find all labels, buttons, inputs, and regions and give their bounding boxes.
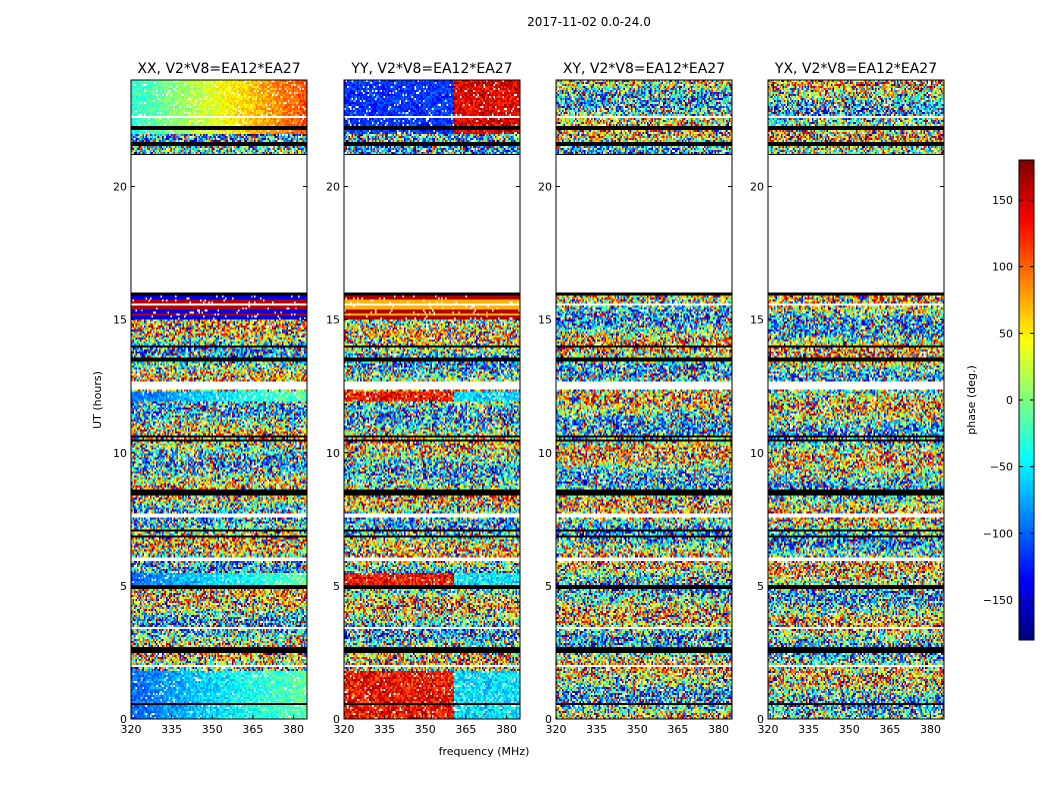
- y-tick-label: 20: [538, 181, 552, 194]
- colorbar-gradient: [1019, 160, 1034, 640]
- y-tick-label: 15: [538, 314, 552, 327]
- x-tick-label: 365: [455, 723, 476, 736]
- panel-xx: XX, V2*V8=EA12*EA27 320 335 350 365 380 0 5 10 15…: [113, 61, 308, 736]
- y-tick-label: 10: [113, 447, 127, 460]
- flagged-gap-yx: [768, 154, 944, 293]
- y-tick-label: 15: [326, 314, 340, 327]
- panels-group: XX, V2*V8=EA12*EA27 320 335 350 365 380 0 5 10 15…: [113, 61, 945, 736]
- colorbar-label: phase (deg.): [965, 365, 978, 435]
- x-tick-label: 350: [627, 723, 648, 736]
- x-tick-label: 365: [242, 723, 263, 736]
- x-tick-label: 335: [161, 723, 182, 736]
- x-tick-label: 365: [667, 723, 688, 736]
- flagged-gap-xy: [556, 154, 732, 293]
- panel-title-xy: XY, V2*V8=EA12*EA27: [563, 61, 725, 77]
- x-tick-label: 350: [415, 723, 436, 736]
- x-tick-label: 320: [121, 723, 142, 736]
- x-tick-label: 350: [839, 723, 860, 736]
- y-tick-label: 0: [120, 713, 127, 726]
- colorbar-tick-label: 0: [1006, 394, 1013, 407]
- y-tick-label: 20: [750, 181, 764, 194]
- x-tick-label: 335: [798, 723, 819, 736]
- plot-frame-xy: [555, 79, 733, 720]
- flagged-gap-xx: [131, 154, 307, 293]
- x-tick-label: 320: [758, 723, 779, 736]
- y-tick-label: 5: [333, 580, 340, 593]
- colorbar-tick-label: −150: [983, 594, 1013, 607]
- colorbar-tick-label: 100: [992, 261, 1013, 274]
- colorbar: 150 100 50 0 −50 −100 −150: [983, 159, 1035, 641]
- y-tick-label: 10: [538, 447, 552, 460]
- y-tick-label: 10: [326, 447, 340, 460]
- y-tick-label: 15: [750, 314, 764, 327]
- y-tick-label: 5: [120, 580, 127, 593]
- panel-yx: YX, V2*V8=EA12*EA27 320 335 350 365 380 0 5 10 15…: [750, 61, 945, 736]
- y-tick-label: 5: [757, 580, 764, 593]
- panel-title-xx: XX, V2*V8=EA12*EA27: [137, 61, 300, 77]
- figure-title: 2017-11-02 0.0-24.0: [527, 15, 651, 29]
- y-tick-label: 0: [757, 713, 764, 726]
- plot-frame-xx: [130, 79, 308, 720]
- colorbar-tick-label: −100: [983, 527, 1013, 540]
- y-tick-label: 0: [333, 713, 340, 726]
- panel-yy: YY, V2*V8=EA12*EA27 320 335 350 365 380 0 5 10 15…: [326, 61, 521, 736]
- panel-title-yx: YX, V2*V8=EA12*EA27: [774, 61, 937, 77]
- y-tick-label: 5: [545, 580, 552, 593]
- x-tick-label: 335: [586, 723, 607, 736]
- x-tick-label: 335: [374, 723, 395, 736]
- colorbar-tick-label: −50: [990, 461, 1013, 474]
- x-tick-label: 365: [879, 723, 900, 736]
- x-axis-label: frequency (MHz): [439, 745, 530, 758]
- y-tick-label: 10: [750, 447, 764, 460]
- x-tick-label: 350: [202, 723, 223, 736]
- x-tick-label: 380: [708, 723, 729, 736]
- x-tick-label: 380: [920, 723, 941, 736]
- plot-frame-yx: [767, 79, 945, 720]
- x-tick-label: 320: [334, 723, 355, 736]
- panel-title-yy: YY, V2*V8=EA12*EA27: [350, 61, 512, 77]
- x-tick-label: 320: [546, 723, 567, 736]
- y-axis-label: UT (hours): [91, 371, 104, 429]
- y-tick-label: 20: [326, 181, 340, 194]
- y-tick-label: 20: [113, 181, 127, 194]
- colorbar-tick-label: 50: [999, 327, 1013, 340]
- y-tick-label: 0: [545, 713, 552, 726]
- flagged-gap-yy: [344, 154, 520, 293]
- x-tick-label: 380: [283, 723, 304, 736]
- x-tick-label: 380: [496, 723, 517, 736]
- colorbar-tick-label: 150: [992, 194, 1013, 207]
- panel-xy: XY, V2*V8=EA12*EA27 320 335 350 365 380 0 5 10 15…: [538, 61, 733, 736]
- plot-frame-yy: [343, 79, 521, 720]
- y-tick-label: 15: [113, 314, 127, 327]
